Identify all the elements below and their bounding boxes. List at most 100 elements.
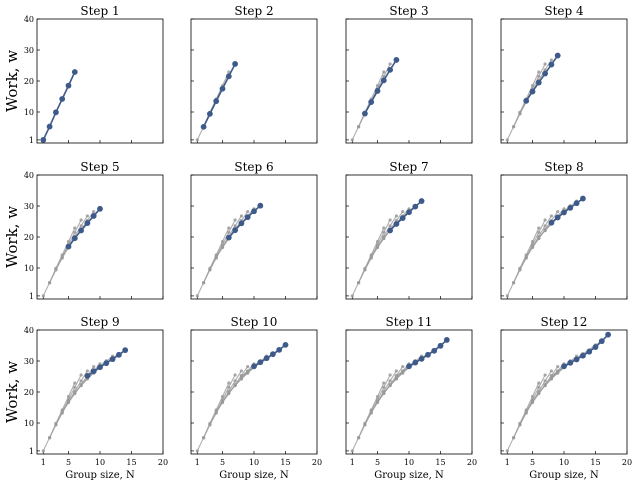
current-series-point bbox=[251, 363, 257, 370]
panel-step-6: Step 6 bbox=[190, 160, 318, 300]
panel-title: Step 1 bbox=[80, 4, 119, 18]
current-series-point bbox=[103, 360, 110, 367]
x-axis-label: Group size, N bbox=[65, 470, 135, 481]
previous-series-point bbox=[556, 209, 560, 214]
previous-series-point bbox=[227, 385, 231, 389]
previous-series-point bbox=[382, 230, 386, 234]
previous-series-point bbox=[530, 400, 535, 404]
previous-series-point bbox=[537, 381, 541, 385]
current-series-point bbox=[270, 351, 276, 358]
panel-step-5: Step 5 1 10 20 30 40 Work, w bbox=[3, 160, 164, 301]
x-tick-label: 20 bbox=[158, 458, 168, 467]
previous-series-point bbox=[524, 255, 528, 259]
x-tick-label: 5 bbox=[66, 458, 71, 467]
previous-series-point bbox=[350, 294, 354, 298]
previous-series-point bbox=[220, 400, 225, 404]
previous-series-point bbox=[537, 70, 541, 74]
previous-series-point bbox=[388, 383, 392, 388]
x-tick-label: 10 bbox=[559, 458, 569, 467]
previous-series-point bbox=[208, 267, 212, 272]
previous-series-point bbox=[73, 385, 77, 389]
previous-series-point bbox=[537, 230, 541, 234]
previous-series-point bbox=[208, 422, 212, 427]
previous-series-point bbox=[233, 224, 237, 228]
previous-series-point bbox=[537, 391, 541, 395]
y-tick-label: 30 bbox=[24, 202, 34, 211]
previous-series-point bbox=[543, 228, 547, 233]
current-series-point bbox=[412, 203, 419, 210]
current-series-point bbox=[393, 221, 400, 227]
y-tick-label: 20 bbox=[24, 77, 34, 86]
current-series-point bbox=[561, 363, 567, 370]
current-series-point bbox=[605, 331, 611, 338]
previous-series-point bbox=[73, 391, 77, 395]
current-series-point bbox=[561, 209, 567, 216]
current-series-point bbox=[282, 341, 289, 348]
previous-series-point bbox=[543, 68, 547, 72]
previous-series-line bbox=[358, 374, 391, 439]
panel-title: Step 12 bbox=[541, 315, 588, 329]
current-series-point bbox=[406, 209, 412, 216]
previous-series-point bbox=[549, 214, 554, 218]
panel-frame bbox=[500, 18, 628, 144]
current-series-point bbox=[97, 364, 103, 371]
x-tick-label: 1 bbox=[41, 458, 46, 467]
current-series-point bbox=[40, 137, 47, 143]
current-series-point bbox=[213, 98, 220, 105]
previous-series-point bbox=[388, 218, 392, 222]
current-series-point bbox=[90, 213, 97, 219]
previous-series-point bbox=[382, 385, 386, 389]
x-tick-label: 10 bbox=[404, 458, 414, 467]
current-series-point bbox=[406, 363, 412, 370]
x-tick-label: 20 bbox=[622, 458, 632, 467]
current-series-point bbox=[529, 88, 536, 95]
current-series-point bbox=[251, 208, 257, 215]
current-series-point bbox=[573, 200, 580, 207]
previous-series-line bbox=[513, 219, 546, 284]
previous-series-point bbox=[363, 267, 367, 272]
previous-series-point bbox=[214, 255, 218, 259]
y-axis-label: Work, w bbox=[3, 50, 21, 112]
previous-series-point bbox=[382, 391, 386, 395]
x-axis-label: Group size, N bbox=[219, 470, 289, 481]
x-tick-label: 15 bbox=[435, 458, 445, 467]
x-tick-label: 20 bbox=[467, 458, 477, 467]
previous-series-point bbox=[543, 218, 547, 222]
y-tick-label: 10 bbox=[24, 108, 34, 117]
previous-series-point bbox=[85, 214, 89, 218]
panel-step-2: Step 2 bbox=[190, 4, 318, 144]
previous-series-point bbox=[388, 62, 392, 66]
previous-series-point bbox=[239, 374, 243, 378]
previous-series-point bbox=[227, 391, 231, 395]
previous-series-point bbox=[79, 383, 83, 388]
previous-series-point bbox=[394, 374, 398, 378]
current-series-point bbox=[548, 219, 555, 226]
x-tick-label: 15 bbox=[280, 458, 290, 467]
panel-title: Step 2 bbox=[234, 4, 273, 18]
x-tick-label: 15 bbox=[126, 458, 136, 467]
previous-series-point bbox=[66, 400, 71, 404]
panel-title: Step 8 bbox=[544, 160, 583, 174]
current-series-point bbox=[116, 351, 122, 358]
current-series-point bbox=[263, 355, 270, 362]
panel-step-3: Step 3 bbox=[345, 4, 473, 144]
current-series-point bbox=[431, 347, 438, 354]
y-tick-label: 10 bbox=[24, 419, 34, 428]
previous-series-point bbox=[543, 62, 547, 66]
previous-series-point bbox=[505, 294, 509, 298]
previous-series-point bbox=[195, 138, 199, 142]
previous-series-point bbox=[48, 436, 52, 440]
current-series-line bbox=[202, 63, 236, 128]
x-tick-label: 5 bbox=[375, 458, 380, 467]
previous-series-point bbox=[382, 226, 386, 230]
current-series-point bbox=[399, 215, 406, 221]
previous-series-point bbox=[363, 422, 367, 427]
current-series-point bbox=[387, 66, 393, 73]
previous-series-point bbox=[382, 70, 386, 74]
previous-series-point bbox=[511, 281, 516, 285]
panel-frame bbox=[345, 329, 473, 455]
current-series-point bbox=[554, 214, 561, 221]
previous-series-point bbox=[537, 236, 541, 240]
current-series-point bbox=[425, 351, 431, 358]
